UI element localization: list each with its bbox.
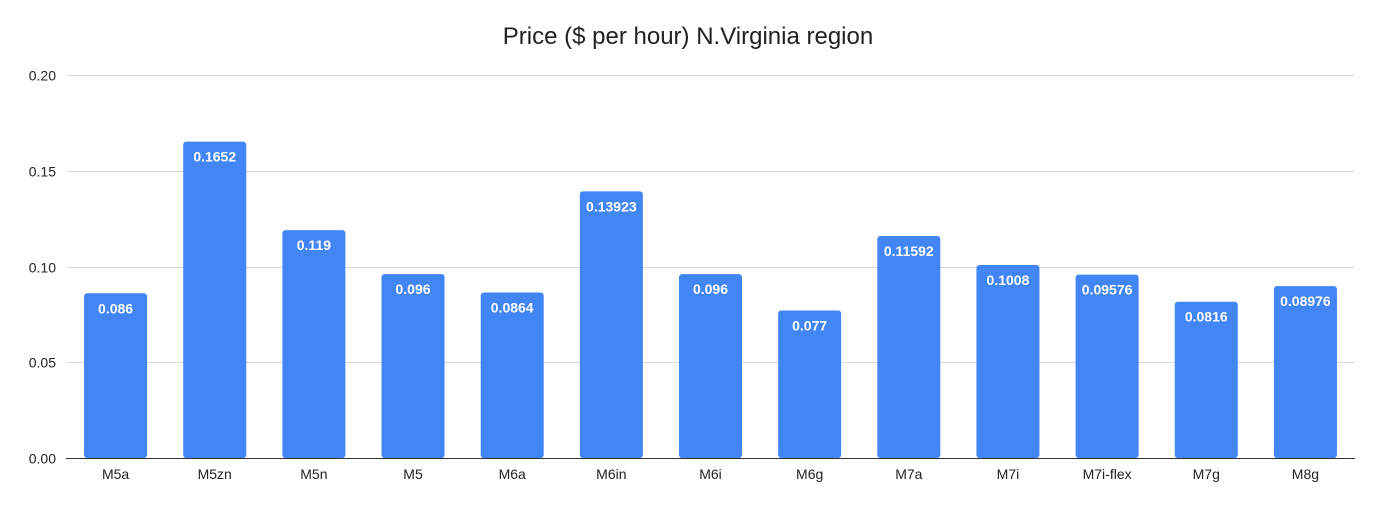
bar-m5a <box>84 293 148 458</box>
bar-data-label: 0.11592 <box>884 243 934 259</box>
bar-m7g <box>1174 301 1238 458</box>
y-tick-label: 0.15 <box>29 164 56 180</box>
bar-m5n <box>282 230 346 458</box>
bar-data-label: 0.086 <box>98 300 133 316</box>
bar-data-label: 0.1008 <box>987 272 1030 288</box>
y-tick-label: 0.10 <box>29 260 56 276</box>
bar-m7i-flex <box>1075 274 1139 458</box>
x-tick-label: M5 <box>403 466 423 482</box>
bar-m6g <box>778 310 842 458</box>
x-tick-label: M7a <box>895 466 922 482</box>
bar-data-label: 0.09576 <box>1082 282 1133 298</box>
bar-data-label: 0.096 <box>396 281 431 297</box>
x-tick-label: M5zn <box>198 466 232 482</box>
bar-m5zn <box>183 141 247 458</box>
x-axis-ticks: M5a M5zn M5n M5 M6a M6in M6i M6g M7a M7i M7i-flex M… <box>102 466 1319 482</box>
y-tick-label: 0.00 <box>29 451 56 467</box>
bar-data-label: 0.077 <box>792 318 827 334</box>
bar-data-labels: 0.086 0.1652 0.119 0.096 0.0864 0.13923 0.096 0… <box>98 149 1331 334</box>
x-tick-label: M6i <box>699 466 722 482</box>
bar-m5 <box>381 274 445 458</box>
x-tick-label: M6a <box>499 466 526 482</box>
y-tick-label: 0.20 <box>29 68 56 84</box>
bar-m8g <box>1273 286 1337 458</box>
bar-data-label: 0.0816 <box>1185 309 1228 325</box>
y-tick-label: 0.05 <box>29 355 56 371</box>
bar-data-label: 0.08976 <box>1280 293 1331 309</box>
bar-data-label: 0.0864 <box>491 300 534 316</box>
x-tick-label: M6g <box>796 466 823 482</box>
bar-m7i <box>976 264 1040 458</box>
bar-data-label: 0.096 <box>693 281 728 297</box>
bar-data-label: 0.13923 <box>586 198 637 214</box>
bar-m6a <box>480 292 544 458</box>
x-tick-label: M7g <box>1193 466 1220 482</box>
chart-title: Price ($ per hour) N.Virginia region <box>503 23 873 50</box>
bar-m6in <box>579 191 643 458</box>
bar-data-label: 0.119 <box>297 237 331 253</box>
x-tick-label: M8g <box>1292 466 1319 482</box>
y-axis-ticks: 0.00 0.05 0.10 0.15 0.20 <box>29 68 56 467</box>
x-tick-label: M7i-flex <box>1083 466 1132 482</box>
bar-data-label: 0.1652 <box>193 149 236 165</box>
bar-m6i <box>679 274 742 458</box>
x-tick-label: M6in <box>596 466 626 482</box>
x-tick-label: M5a <box>102 466 129 482</box>
bar-m7a <box>877 236 941 458</box>
bars <box>84 141 1337 458</box>
x-tick-label: M5n <box>300 466 327 482</box>
x-tick-label: M7i <box>997 466 1020 482</box>
